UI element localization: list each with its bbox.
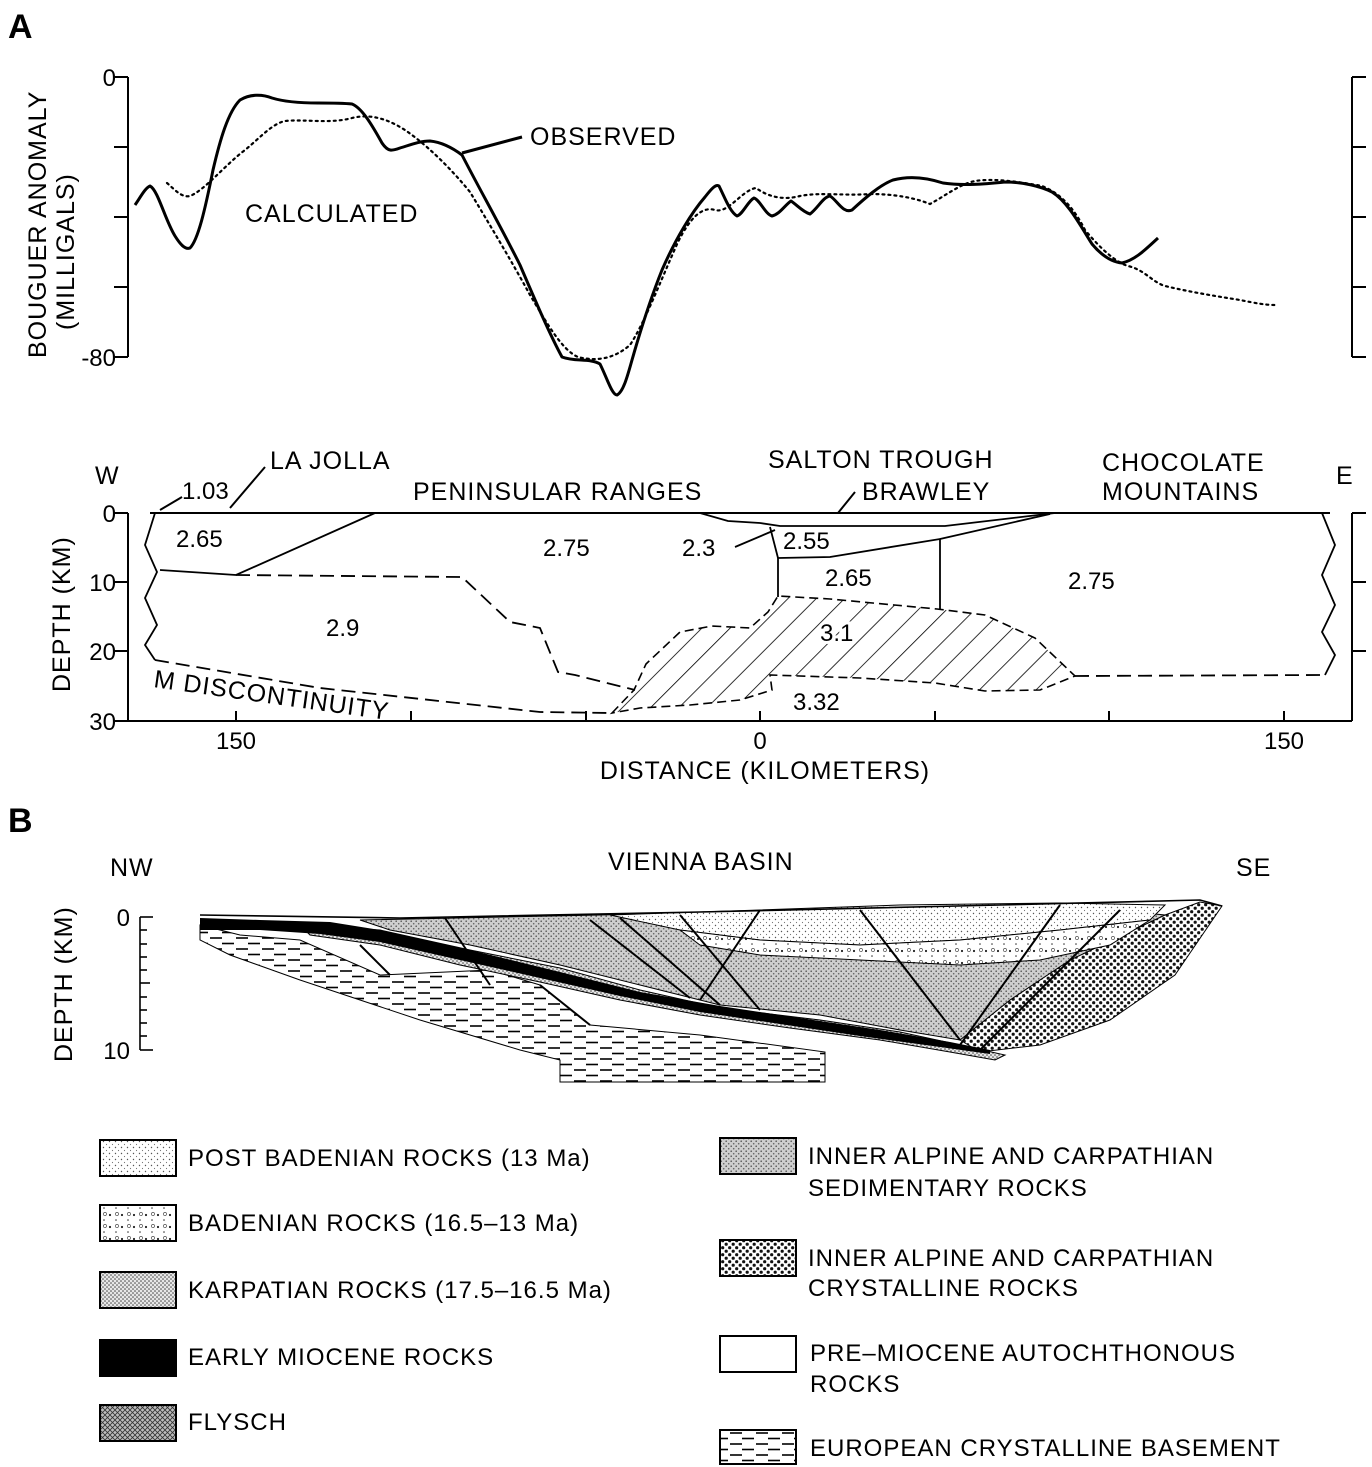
panel-a-label: A (8, 8, 33, 46)
density-2-3: 2.3 (682, 535, 715, 562)
density-2-75-east: 2.75 (1068, 568, 1115, 595)
legend: POST BADENIAN ROCKS (13 Ma) BADENIAN ROC… (99, 1137, 1281, 1465)
calculated-label: CALCULATED (245, 200, 418, 228)
mountains-label: MOUNTAINS (1102, 478, 1259, 506)
legend-label-pre-miocene-1: PRE–MIOCENE AUTOCHTHONOUS (810, 1340, 1236, 1367)
la-jolla-leader (229, 466, 266, 509)
se-label: SE (1236, 854, 1271, 882)
panel-b-label: B (8, 802, 33, 840)
legend-label-sedimentary-1: INNER ALPINE AND CARPATHIAN (808, 1143, 1214, 1170)
distance-tick-0: 0 (753, 728, 766, 755)
european-basement-unit (199, 924, 826, 1083)
peninsular-ranges-label: PENINSULAR RANGES (413, 478, 702, 506)
legend-swatch-karpatian (99, 1271, 177, 1309)
brawley-label: BRAWLEY (862, 478, 990, 506)
density-3-1: 3.1 (820, 620, 853, 647)
east-break-zigzag (1320, 512, 1337, 676)
legend-label-flysch: FLYSCH (188, 1409, 287, 1436)
brawley-leader (837, 491, 856, 514)
seawater-leader (159, 496, 183, 511)
density-2-55: 2.55 (783, 528, 830, 555)
density-2-65-trough: 2.65 (825, 565, 872, 592)
distance-tick-150-east: 150 (1264, 728, 1304, 755)
gravity-ylabel-line1: BOUGUER ANOMALY (24, 91, 52, 358)
section-dashed-boundaries (154, 574, 1326, 714)
distance-xlabel: DISTANCE (KILOMETERS) (600, 757, 930, 785)
gravity-ylabel-line2: (MILLIGALS) (52, 173, 80, 330)
depth-tick-0: 0 (103, 501, 116, 528)
legend-label-crystalline-2: CRYSTALLINE ROCKS (808, 1275, 1079, 1302)
vienna-basin-title: VIENNA BASIN (608, 848, 794, 876)
observed-label: OBSERVED (530, 123, 676, 151)
legend-swatch-crystalline (719, 1239, 797, 1277)
gravity-tick-top: 0 (103, 65, 116, 92)
density-2-75-west: 2.75 (543, 535, 590, 562)
density-2-65-west: 2.65 (176, 526, 223, 553)
density-2-9: 2.9 (326, 615, 359, 642)
observed-anomaly-curve (133, 93, 1160, 397)
legend-label-european-basement: EUROPEAN CRYSTALLINE BASEMENT (810, 1435, 1281, 1462)
nw-label: NW (110, 854, 154, 882)
observed-leader-line (461, 135, 523, 155)
badenian-unit (678, 919, 1151, 966)
chocolate-label: CHOCOLATE (1102, 449, 1265, 477)
depth-tick-10: 10 (89, 570, 116, 597)
section-ylabel: DEPTH (KM) (48, 536, 76, 692)
legend-swatch-european-basement (719, 1429, 797, 1465)
high-density-body-3-1 (609, 595, 1077, 715)
basin-ylabel: DEPTH (KM) (50, 906, 78, 1062)
gravity-tick-bottom: -80 (81, 345, 116, 372)
legend-label-sedimentary-2: SEDIMENTARY ROCKS (808, 1175, 1088, 1202)
gravity-left-axis (114, 76, 129, 358)
legend-swatch-post-badenian (99, 1139, 177, 1177)
legend-label-karpatian: KARPATIAN ROCKS (17.5–16.5 Ma) (188, 1277, 612, 1304)
east-label: E (1336, 462, 1354, 490)
section-left-axis (114, 512, 129, 722)
legend-label-early-miocene: EARLY MIOCENE ROCKS (188, 1344, 494, 1371)
density-1-03: 1.03 (182, 478, 229, 505)
legend-swatch-pre-miocene (719, 1335, 797, 1373)
moho-label: M DISCONTINUITY (152, 665, 391, 726)
legend-swatch-sedimentary (719, 1137, 797, 1175)
section-right-axis (1351, 512, 1366, 721)
depth-tick-20: 20 (89, 639, 116, 666)
legend-label-post-badenian: POST BADENIAN ROCKS (13 Ma) (188, 1145, 591, 1172)
section-solid-boundaries (159, 512, 1056, 609)
basin-tick-top: 0 (117, 905, 130, 932)
salton-trough-label: SALTON TROUGH (768, 446, 994, 474)
legend-swatch-early-miocene (99, 1339, 177, 1377)
early-miocene-unit (200, 918, 990, 1054)
legend-swatch-flysch (99, 1404, 177, 1442)
legend-label-badenian: BADENIAN ROCKS (16.5–13 Ma) (188, 1210, 579, 1237)
vienna-basin-section (199, 899, 1223, 1083)
la-jolla-label: LA JOLLA (270, 447, 391, 475)
basin-depth-axis (139, 916, 153, 1051)
legend-label-pre-miocene-2: ROCKS (810, 1371, 900, 1398)
legend-label-crystalline-1: INNER ALPINE AND CARPATHIAN (808, 1245, 1214, 1272)
basin-tick-bottom: 10 (103, 1038, 130, 1065)
basin-base-outline (199, 899, 1223, 919)
gravity-right-axis (1351, 76, 1366, 358)
west-break-zigzag (143, 512, 159, 661)
west-label: W (95, 462, 120, 490)
calculated-anomaly-curve (165, 115, 1277, 361)
distance-axis (128, 711, 1352, 722)
depth-tick-30: 30 (89, 709, 116, 736)
legend-swatch-badenian (99, 1204, 177, 1242)
basin-faults (359, 904, 1121, 1051)
density-3-32: 3.32 (793, 689, 840, 716)
distance-tick-150-west: 150 (216, 728, 256, 755)
